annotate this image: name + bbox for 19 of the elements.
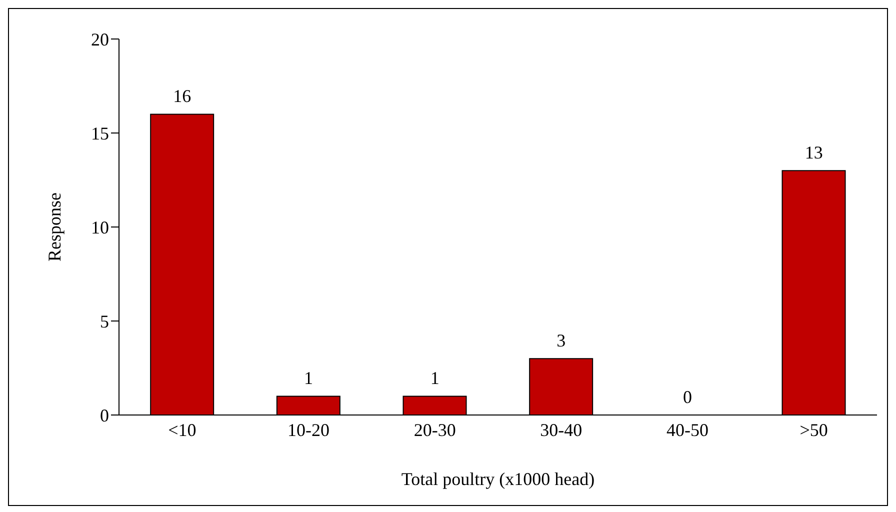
y-tick-label: 10 [91, 217, 109, 238]
y-tick-label: 0 [100, 405, 109, 426]
data-label: 1 [430, 368, 440, 388]
y-tick-label: 20 [91, 29, 109, 50]
x-tick-label: <10 [168, 420, 196, 440]
y-axis-title: Response [44, 192, 64, 262]
y-tick-label: 5 [100, 311, 109, 332]
y-tick-label: 15 [91, 123, 109, 144]
data-label: 3 [556, 330, 566, 351]
x-tick-label: 20-30 [414, 420, 456, 440]
x-tick-label: 30-40 [540, 420, 582, 440]
data-label: 13 [804, 142, 823, 163]
x-tick-label: >50 [800, 420, 828, 440]
data-label: 0 [683, 387, 692, 407]
x-tick-label: 40-50 [666, 420, 708, 440]
data-label: 1 [304, 368, 313, 388]
x-axis-title: Total poultry (x1000 head) [401, 469, 595, 489]
x-tick-label: 10-20 [288, 420, 330, 440]
data-label: 16 [173, 86, 192, 106]
